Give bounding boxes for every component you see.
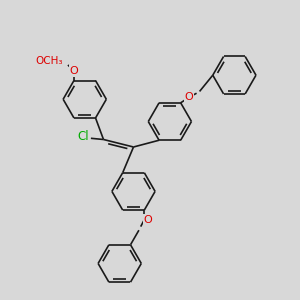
- Text: O: O: [70, 66, 78, 76]
- Text: O: O: [143, 215, 152, 225]
- Text: OCH₃: OCH₃: [35, 56, 62, 66]
- Text: O: O: [185, 92, 194, 102]
- Text: Cl: Cl: [77, 130, 89, 143]
